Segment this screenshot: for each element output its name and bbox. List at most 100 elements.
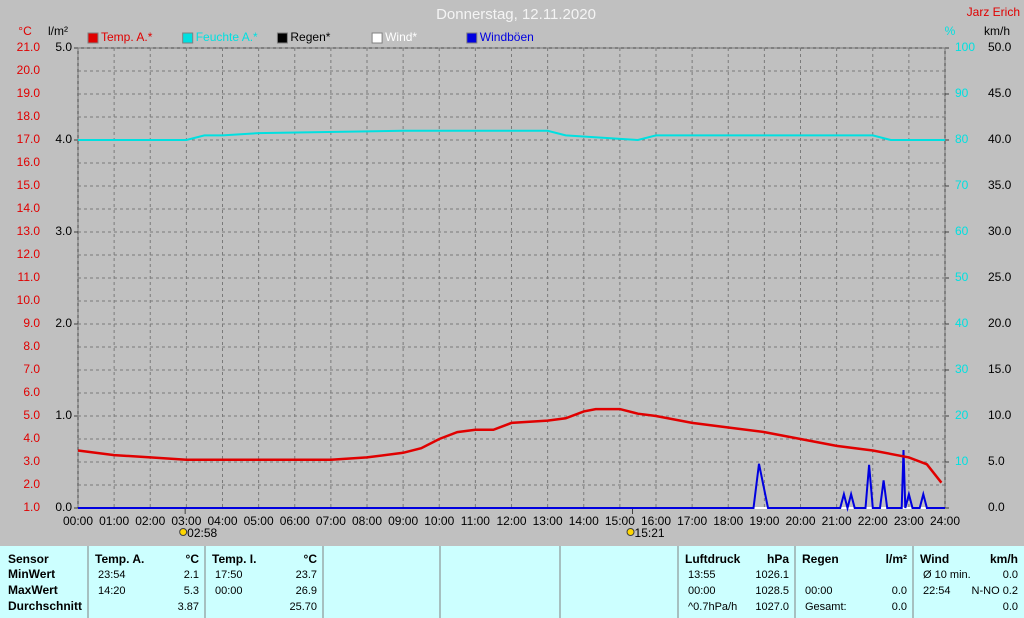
x-tick-label: 02:00 (135, 514, 165, 528)
y-tick-label: 2.0 (55, 316, 72, 330)
y-tick-label: 3.0 (23, 454, 40, 468)
stats-cell: 0.0 (892, 585, 907, 597)
stats-cell: Gesamt: (805, 601, 847, 613)
legend-swatch (276, 32, 288, 44)
row-label: MaxWert (8, 583, 58, 597)
y-tick-label: 9.0 (23, 316, 40, 330)
stats-cell: 14:20 (98, 585, 126, 597)
y-tick-label: 15.0 (988, 362, 1012, 376)
stats-cell: 1026.1 (755, 569, 789, 581)
stats-panel (0, 546, 1024, 618)
y-tick-label: 5.0 (55, 40, 72, 54)
chart-title: Donnerstag, 12.11.2020 (436, 6, 596, 23)
y-tick-label: 3.0 (55, 224, 72, 238)
column-unit: l/m² (886, 552, 907, 566)
legend-label: Wind* (385, 30, 417, 44)
y-tick-label: 1.0 (55, 408, 72, 422)
series-line (78, 449, 945, 512)
legend-label: Temp. A.* (101, 30, 153, 44)
stats-cell: 22:54 (923, 585, 951, 597)
x-tick-label: 11:00 (461, 514, 490, 528)
x-tick-label: 00:00 (63, 514, 93, 528)
x-tick-label: 13:00 (533, 514, 563, 528)
legend-swatch (466, 32, 478, 44)
y-tick-label: 17.0 (17, 132, 41, 146)
stats-cell: ^0.7hPa/h (688, 601, 737, 613)
y-tick-label: 80 (955, 132, 969, 146)
y-tick-label: 7.0 (23, 362, 40, 376)
stats-cell: N-NO 0.2 (972, 585, 1018, 597)
stats-cell: 23.7 (296, 569, 317, 581)
y-tick-label: 35.0 (988, 178, 1012, 192)
y-tick-label: 40.0 (988, 132, 1012, 146)
axis-unit: l/m² (48, 24, 68, 38)
stats-cell: 00:00 (688, 585, 716, 597)
row-label: Durchschnitt (8, 599, 82, 613)
column-header: Wind (920, 552, 949, 566)
sun-marker-label: 02:58 (187, 526, 217, 540)
y-tick-label: 10.0 (17, 293, 41, 307)
sun-marker-label: 15:21 (635, 526, 665, 540)
stats-cell: 0.0 (892, 601, 907, 613)
legend-label: Windböen (480, 30, 534, 44)
stats-cell: 3.87 (178, 601, 199, 613)
sun-icon (626, 528, 635, 536)
x-tick-label: 15:00 (605, 514, 635, 528)
x-tick-label: 17:00 (677, 514, 707, 528)
column-header: Luftdruck (685, 552, 741, 566)
y-tick-label: 0.0 (988, 500, 1005, 514)
y-tick-label: 6.0 (23, 385, 40, 399)
stats-cell: 0.0 (1003, 569, 1018, 581)
y-tick-label: 1.0 (23, 500, 40, 514)
x-tick-label: 07:00 (316, 514, 346, 528)
stats-cell: 5.3 (184, 585, 199, 597)
legend-swatch (371, 32, 383, 44)
x-tick-label: 23:00 (894, 514, 924, 528)
y-tick-label: 10.0 (988, 408, 1012, 422)
y-tick-label: 18.0 (17, 109, 41, 123)
y-tick-label: 14.0 (17, 201, 41, 215)
y-tick-label: 5.0 (23, 408, 40, 422)
y-tick-label: 70 (955, 178, 969, 192)
y-tick-label: 25.0 (988, 270, 1012, 284)
axis-unit: °C (18, 24, 32, 38)
y-tick-label: 30.0 (988, 224, 1012, 238)
y-tick-label: 100 (955, 40, 975, 54)
y-tick-label: 15.0 (17, 178, 41, 192)
x-tick-label: 21:00 (822, 514, 852, 528)
stats-cell: 17:50 (215, 569, 243, 581)
series-line (77, 407, 943, 484)
x-tick-label: 06:00 (280, 514, 310, 528)
x-tick-label: 22:00 (858, 514, 888, 528)
y-tick-label: 50.0 (988, 40, 1012, 54)
row-label: MinWert (8, 567, 55, 581)
y-tick-label: 20.0 (988, 316, 1012, 330)
y-tick-label: 20.0 (17, 63, 41, 77)
y-tick-label: 90 (955, 86, 969, 100)
axis-unit: km/h (984, 24, 1010, 38)
x-tick-label: 05:00 (244, 514, 274, 528)
author: Jarz Erich (967, 5, 1020, 19)
x-tick-label: 09:00 (388, 514, 418, 528)
x-tick-label: 01:00 (99, 514, 129, 528)
y-tick-label: 2.0 (23, 477, 40, 491)
legend-label: Regen* (290, 30, 330, 44)
x-tick-label: 08:00 (352, 514, 382, 528)
stats-cell: 00:00 (215, 585, 243, 597)
y-tick-label: 13.0 (17, 224, 41, 238)
column-unit: °C (304, 552, 318, 566)
y-tick-label: 30 (955, 362, 969, 376)
y-tick-label: 19.0 (17, 86, 41, 100)
legend-label: Feuchte A.* (196, 30, 258, 44)
x-tick-label: 14:00 (569, 514, 599, 528)
x-tick-label: 20:00 (785, 514, 815, 528)
x-tick-label: 12:00 (496, 514, 526, 528)
y-tick-label: 4.0 (55, 132, 72, 146)
stats-cell: 13:55 (688, 569, 716, 581)
x-tick-label: 10:00 (424, 514, 454, 528)
y-tick-label: 8.0 (23, 339, 40, 353)
y-tick-label: 4.0 (23, 431, 40, 445)
x-tick-label: 16:00 (641, 514, 671, 528)
y-tick-label: 50 (955, 270, 969, 284)
y-tick-label: 12.0 (17, 247, 41, 261)
